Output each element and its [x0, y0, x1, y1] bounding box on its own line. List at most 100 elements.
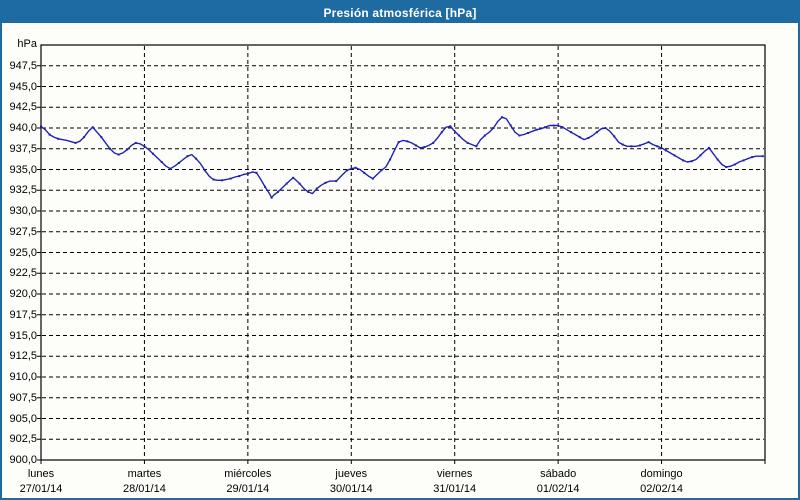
pressure-point-marker	[742, 159, 745, 162]
pressure-point-marker	[186, 155, 189, 158]
x-date-label: 02/02/14	[640, 483, 683, 495]
pressure-point-marker	[324, 181, 327, 184]
pressure-point-marker	[406, 140, 409, 143]
pressure-point-marker	[221, 179, 223, 182]
y-tick-label: 940,0	[9, 122, 37, 134]
x-day-label: sábado	[540, 468, 577, 480]
pressure-point-marker	[647, 141, 650, 144]
y-tick-label: 915,0	[9, 329, 37, 342]
plot-frame	[40, 44, 766, 461]
pressure-point-marker	[639, 144, 641, 147]
pressure-point-marker	[716, 158, 719, 161]
pressure-point-marker	[440, 131, 443, 134]
y-tick-label: 937,5	[9, 142, 37, 155]
pressure-point-marker	[587, 137, 590, 139]
pressure-point-marker	[535, 128, 538, 131]
pressure-point-marker	[682, 159, 685, 162]
pressure-point-marker	[389, 158, 392, 161]
pressure-point-marker	[109, 147, 111, 150]
pressure-point-marker	[203, 169, 206, 172]
y-tick-label: 930,0	[9, 205, 37, 217]
y-tick-label: 922,5	[9, 267, 37, 280]
pressure-point-marker	[733, 163, 736, 166]
y-tick-label: 945,0	[9, 80, 37, 93]
pressure-point-marker	[604, 127, 607, 129]
pressure-point-marker	[160, 161, 163, 163]
pressure-point-marker	[699, 154, 702, 157]
y-tick-label: 905,0	[9, 412, 37, 425]
pressure-point-marker	[561, 126, 564, 129]
pressure-point-marker	[298, 182, 301, 185]
y-tick-label: 910,0	[9, 371, 37, 383]
x-date-label: 27/01/14	[19, 483, 63, 495]
pressure-point-marker	[91, 126, 94, 129]
pressure-point-marker	[169, 167, 172, 170]
y-tick-label: 942,5	[9, 101, 37, 114]
y-tick-label: 912,5	[9, 350, 37, 363]
title-bar: Presión atmosférica [hPa]	[2, 2, 798, 23]
pressure-point-marker	[152, 152, 154, 155]
pressure-point-marker	[613, 135, 616, 138]
x-date-label: 30/01/14	[329, 483, 373, 495]
pressure-point-marker	[397, 141, 400, 144]
pressure-point-marker	[621, 143, 624, 146]
pressure-point-marker	[570, 131, 573, 134]
pressure-point-marker	[246, 172, 249, 175]
pressure-point-marker	[492, 127, 495, 129]
pressure-point-marker	[307, 190, 310, 193]
pressure-point-marker	[761, 155, 764, 158]
x-day-label: miércoles	[224, 468, 272, 480]
pressure-point-marker	[264, 185, 267, 188]
y-tick-label: 900,0	[9, 454, 37, 466]
pressure-point-marker	[134, 141, 137, 144]
pressure-point-marker	[414, 144, 417, 147]
x-day-label: domingo	[640, 468, 683, 480]
pressure-point-marker	[117, 153, 120, 156]
pressure-point-marker	[483, 134, 486, 137]
pressure-point-marker	[354, 166, 357, 169]
pressure-point-marker	[270, 196, 273, 199]
pressure-point-marker	[544, 126, 547, 129]
pressure-point-marker	[126, 148, 129, 151]
pressure-point-marker	[725, 166, 728, 168]
pressure-point-marker	[335, 180, 338, 183]
pressure-point-marker	[40, 125, 42, 128]
pressure-point-marker	[527, 132, 529, 134]
y-axis-unit-label: hPa	[17, 38, 37, 50]
pressure-point-marker	[292, 176, 295, 179]
pressure-point-marker	[423, 146, 426, 149]
x-date-label: 28/01/14	[123, 483, 166, 495]
pressure-point-marker	[552, 124, 555, 127]
pressure-point-marker	[708, 146, 710, 149]
pressure-point-marker	[285, 182, 288, 185]
pressure-point-marker	[195, 157, 198, 160]
pressure-point-marker	[751, 156, 754, 159]
pressure-point-marker	[48, 133, 51, 136]
y-tick-label: 947,5	[9, 59, 37, 72]
pressure-point-marker	[277, 190, 279, 193]
pressure-point-marker	[595, 131, 598, 134]
pressure-line	[40, 116, 764, 199]
pressure-point-marker	[74, 141, 77, 144]
y-tick-label: 920,0	[9, 288, 37, 300]
y-tick-label: 902,5	[9, 433, 37, 446]
pressure-point-marker	[432, 141, 435, 144]
x-day-label: jueves	[335, 468, 368, 480]
pressure-point-marker	[458, 134, 460, 137]
pressure-point-marker	[57, 137, 60, 140]
y-tick-label: 907,5	[9, 391, 37, 404]
pressure-point-marker	[363, 171, 366, 174]
pressure-point-marker	[509, 124, 512, 127]
pressure-point-marker	[656, 145, 659, 148]
y-tick-label: 932,5	[9, 184, 37, 197]
y-tick-label: 927,5	[9, 225, 37, 238]
pressure-point-marker	[501, 116, 504, 119]
chart-title: Presión atmosférica [hPa]	[323, 5, 477, 20]
pressure-point-marker	[690, 160, 693, 163]
pressure-point-marker	[238, 175, 241, 178]
y-tick-label: 917,5	[9, 308, 37, 321]
pressure-point-marker	[143, 145, 146, 148]
pressure-point-marker	[466, 141, 469, 144]
pressure-point-marker	[100, 136, 103, 139]
x-date-label: 01/02/14	[536, 483, 580, 495]
